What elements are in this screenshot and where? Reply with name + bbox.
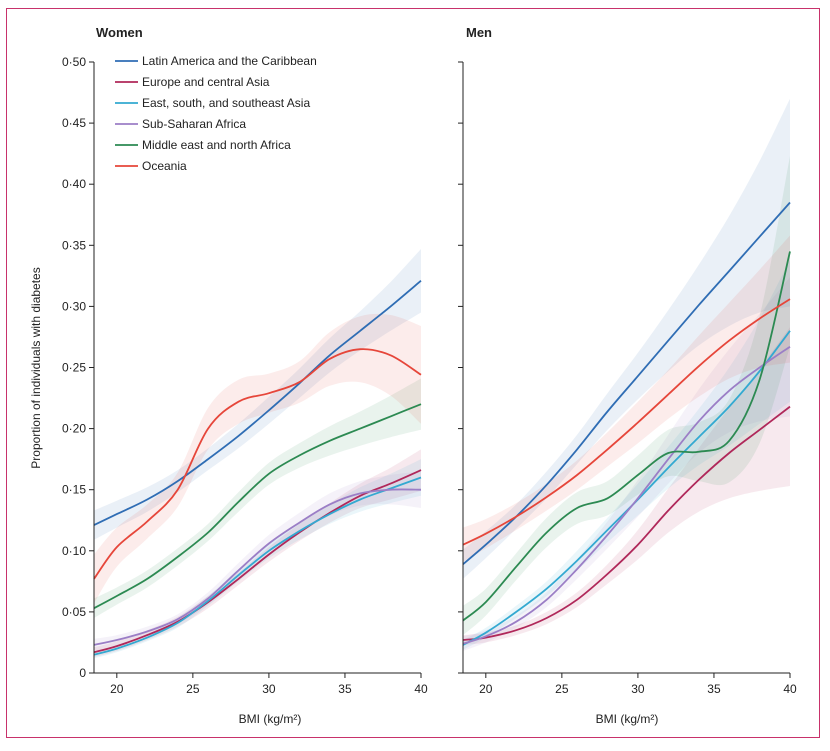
figure-frame — [6, 8, 820, 738]
legend-label-sub-saharan-africa: Sub-Saharan Africa — [142, 117, 246, 131]
y-tick-label: 0·20 — [62, 422, 86, 436]
women-x-tick-label: 25 — [186, 682, 200, 696]
men-x-tick-label: 30 — [631, 682, 645, 696]
men-line-sub-saharan-africa — [462, 345, 791, 645]
men-line-europe-and-central-asia — [462, 405, 791, 641]
y-tick-label: 0 — [79, 666, 86, 680]
men-ci-band-middle-east-and-north-africa — [463, 156, 790, 636]
women-x-tick-label: 30 — [262, 682, 276, 696]
women-line-east-south-and-southeast-asia — [93, 476, 422, 656]
legend-label-oceania: Oceania — [142, 159, 187, 173]
men-line-east-south-and-southeast-asia — [462, 330, 791, 646]
y-tick-label: 0·45 — [62, 116, 86, 130]
y-tick-label: 0·30 — [62, 299, 86, 313]
men-series-lines — [462, 201, 791, 646]
women-ci-band-oceania — [94, 313, 421, 604]
women-axes: 20 25 30 35 40 0 0·05 0·10 0·15 0·20 0·25 0·30 0·35 0… — [62, 55, 428, 696]
women-ci-bands — [94, 249, 421, 659]
y-axis-title: Proportion of individuals with diabetes — [29, 267, 43, 468]
men-ci-band-latin-america-and-the-caribbean — [463, 98, 790, 579]
women-line-oceania — [93, 348, 422, 580]
legend-label-europe-and-central-asia: Europe and central Asia — [142, 75, 270, 89]
legend: Latin America and the Caribbean Europe an… — [115, 54, 317, 173]
y-tick-label: 0·10 — [62, 544, 86, 558]
women-line-europe-and-central-asia — [93, 469, 422, 654]
men-line-oceania — [462, 298, 791, 546]
men-x-tick-label: 40 — [783, 682, 797, 696]
men-ci-bands — [463, 98, 790, 651]
men-x-axis-title: BMI (kg/m²) — [596, 712, 659, 726]
men-panel: 20 25 30 35 40 Men BMI (kg/m²) — [458, 25, 797, 726]
women-line-sub-saharan-africa — [93, 488, 422, 646]
men-line-middle-east-and-north-africa — [462, 251, 791, 622]
women-x-axis-title: BMI (kg/m²) — [239, 712, 302, 726]
women-ci-band-latin-america-and-the-caribbean — [94, 249, 421, 540]
men-x-tick-label: 25 — [555, 682, 569, 696]
men-ci-band-europe-and-central-asia — [463, 327, 790, 645]
women-line-latin-america-and-the-caribbean — [93, 280, 422, 526]
women-series-lines — [93, 280, 422, 656]
women-panel: 20 25 30 35 40 0 0·05 0·10 0·15 0·20 0·25 0·30 0·35 0… — [29, 25, 428, 726]
y-tick-label: 0·15 — [62, 483, 86, 497]
y-tick-label: 0·25 — [62, 361, 86, 375]
legend-label-middle-east-and-north-africa: Middle east and north Africa — [142, 138, 291, 152]
legend-label-east-south-and-southeast-asia: East, south, and southeast Asia — [142, 96, 310, 110]
legend-label-latin-america-and-the-caribbean: Latin America and the Caribbean — [142, 54, 317, 68]
men-x-tick-label: 35 — [707, 682, 721, 696]
men-panel-title: Men — [466, 25, 492, 40]
women-x-tick-label: 35 — [338, 682, 352, 696]
y-tick-label: 0·40 — [62, 177, 86, 191]
y-tick-label: 0·50 — [62, 55, 86, 69]
men-x-tick-label: 20 — [479, 682, 493, 696]
women-x-tick-label: 40 — [414, 682, 428, 696]
women-panel-title: Women — [96, 25, 143, 40]
women-line-middle-east-and-north-africa — [93, 403, 422, 609]
y-tick-label: 0·05 — [62, 605, 86, 619]
y-tick-label: 0·35 — [62, 238, 86, 252]
women-x-tick-label: 20 — [110, 682, 124, 696]
women-ci-band-europe-and-central-asia — [94, 449, 421, 658]
men-axes: 20 25 30 35 40 — [458, 61, 797, 696]
